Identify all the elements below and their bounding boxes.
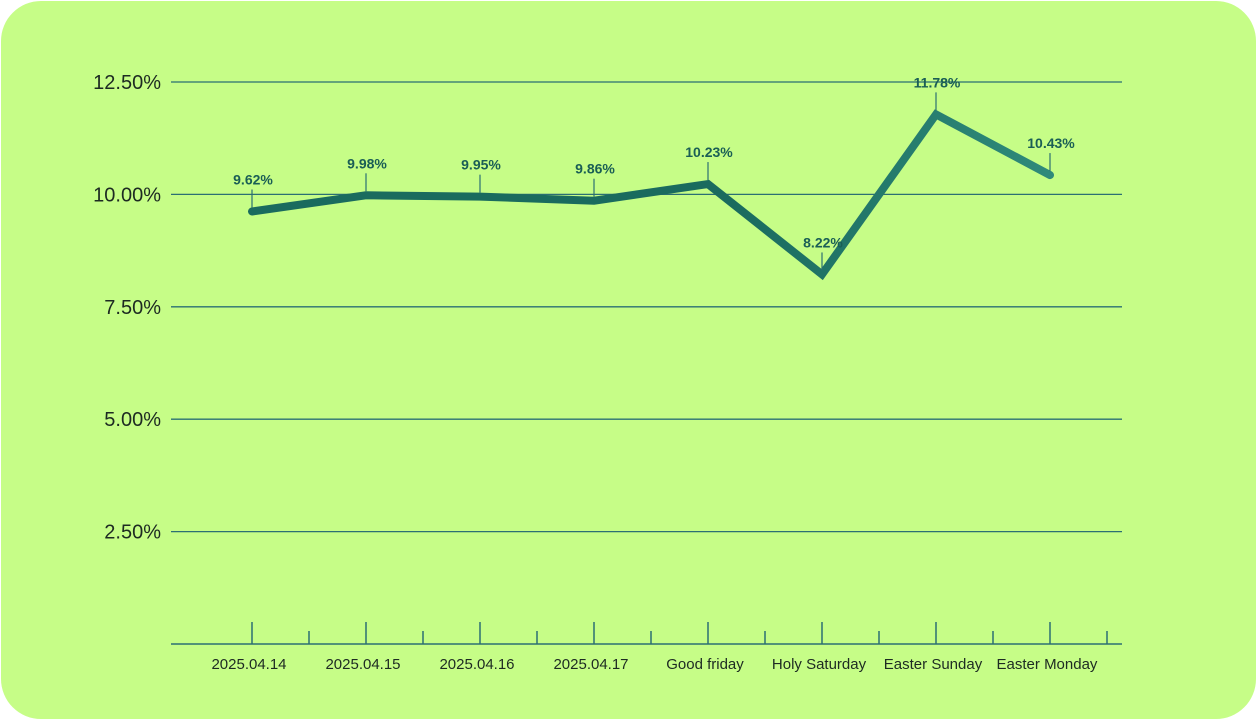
data-point [819,271,825,277]
data-point [363,192,369,198]
data-label: 9.86% [575,161,615,177]
series-line [248,109,1054,281]
data-label: 10.43% [1027,135,1075,151]
data-point [933,111,939,117]
x-tick-label: 2025.04.15 [325,656,400,673]
x-tick-label: Easter Sunday [884,656,983,673]
data-point [249,208,255,214]
data-label: 8.22% [803,234,843,250]
data-point [1047,172,1053,178]
x-tick-label: 2025.04.16 [439,656,514,673]
data-point [477,194,483,200]
x-tick-label: Easter Monday [997,656,1098,673]
data-label: 11.78% [914,74,961,90]
x-tick-label: Good friday [666,656,744,673]
data-label: 10.23% [685,144,733,160]
data-point [705,181,711,187]
data-label: 9.95% [461,157,501,173]
x-tick-label: 2025.04.14 [211,656,286,673]
y-tick-label: 12.50% [93,72,161,94]
data-label: 9.62% [233,171,273,187]
y-tick-label: 10.00% [93,184,161,206]
y-tick-label: 5.00% [104,409,161,431]
data-point [591,198,597,204]
y-tick-label: 7.50% [104,297,161,319]
data-label: 9.98% [347,155,387,171]
x-tick-label: 2025.04.17 [553,656,628,673]
y-tick-label: 2.50% [104,522,161,544]
x-tick-label: Holy Saturday [772,656,867,673]
